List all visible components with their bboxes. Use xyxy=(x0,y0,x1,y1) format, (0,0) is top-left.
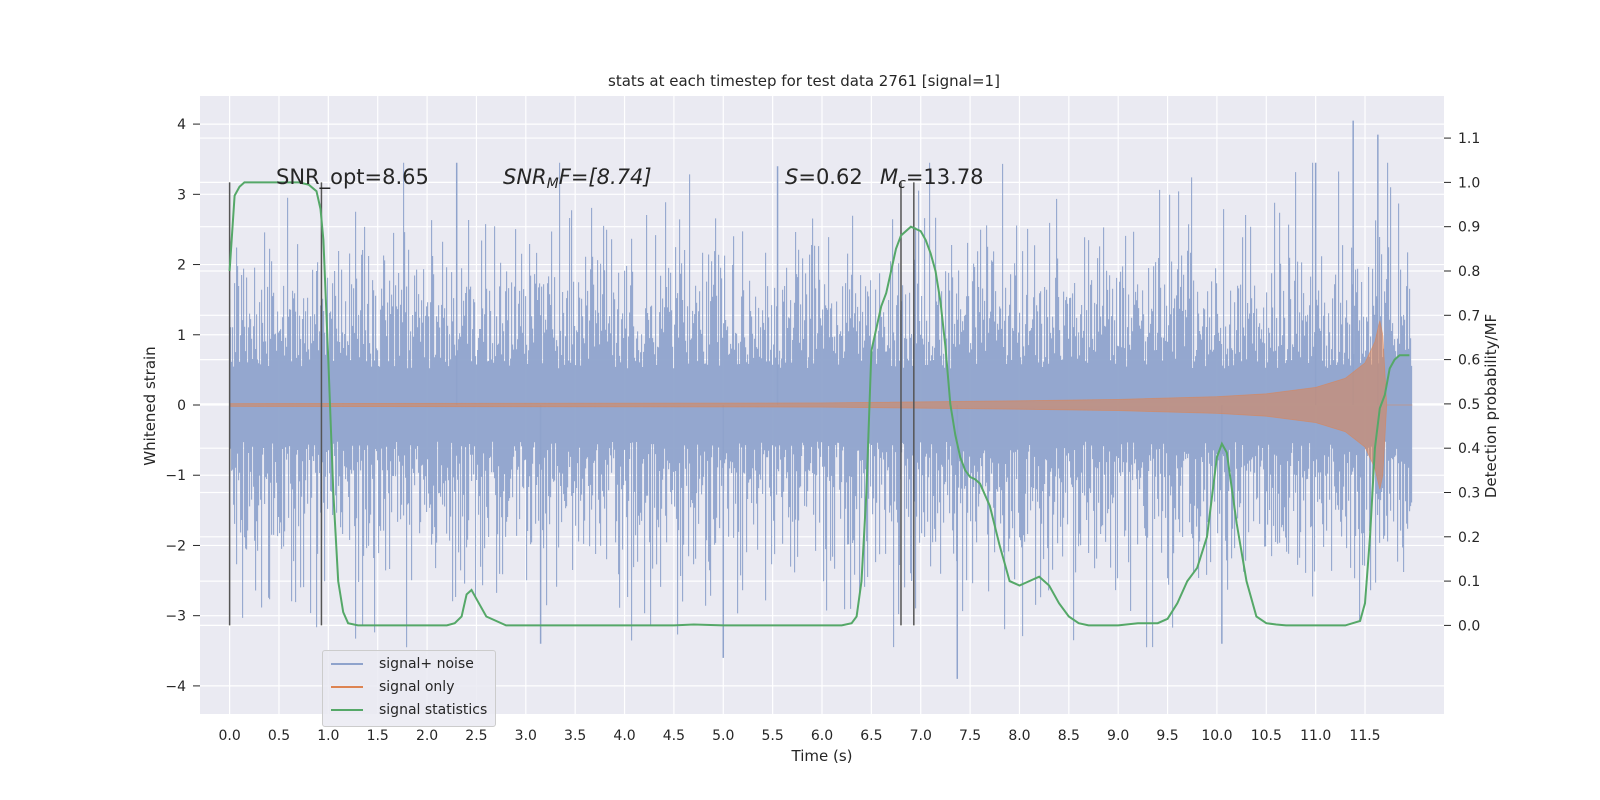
x-tick-label: 1.0 xyxy=(317,728,339,744)
annotation-s: S=0.62 xyxy=(785,165,863,189)
y2-tick-label: 0.2 xyxy=(1458,530,1480,546)
x-tick-label: 5.0 xyxy=(712,728,734,744)
x-tick-label: 6.5 xyxy=(860,728,882,744)
x-tick-label: 7.5 xyxy=(959,728,981,744)
y2-tick-label: 0.4 xyxy=(1458,441,1480,457)
annotation-mc-sub: c xyxy=(898,176,906,192)
annotation-snr-mf-f: F=[8.74] xyxy=(559,165,652,189)
signal-statistics-series xyxy=(228,181,1410,627)
legend-label-signal-only: signal only xyxy=(379,679,455,695)
annotation-snr-opt: SNR_opt=8.65 xyxy=(276,165,429,190)
signal-statistics-line xyxy=(228,181,1410,627)
legend-entry-signal-statistics: signal statistics xyxy=(331,699,487,721)
x-tick-label: 9.0 xyxy=(1107,728,1129,744)
legend-label-signal-statistics: signal statistics xyxy=(379,702,488,718)
x-tick-label: 3.0 xyxy=(515,728,537,744)
annotation-snr-mf-sub: M xyxy=(547,176,559,192)
y-tick-label: 2 xyxy=(177,258,186,274)
x-tick-label: 2.5 xyxy=(465,728,487,744)
y-tick-label: 0 xyxy=(177,398,186,414)
x-tick-label: 1.5 xyxy=(367,728,389,744)
y-axis-ticks: 4 3 2 1 0 −1 −2 −3 −4 xyxy=(165,117,200,695)
y2-tick-label: 0.9 xyxy=(1458,220,1480,236)
annotation-mc-symbol: M xyxy=(880,165,898,189)
y-tick-label: 1 xyxy=(177,328,186,344)
x-tick-label: 9.5 xyxy=(1156,728,1178,744)
y-tick-label: 4 xyxy=(177,117,186,133)
legend-label-signal-noise: signal+ noise xyxy=(379,656,474,672)
legend-swatch-signal-only xyxy=(331,686,363,688)
x-tick-label: 11.5 xyxy=(1349,728,1380,744)
signal-noise-series xyxy=(229,120,1413,679)
x-tick-label: 2.0 xyxy=(416,728,438,744)
x-tick-label: 0.5 xyxy=(268,728,290,744)
legend-entry-signal-noise: signal+ noise xyxy=(331,653,474,675)
x-tick-label: 5.5 xyxy=(762,728,784,744)
x-tick-label: 8.5 xyxy=(1058,728,1080,744)
x-tick-label: 10.0 xyxy=(1201,728,1232,744)
y-axis-label: Whitened strain xyxy=(141,346,159,465)
legend-entry-signal-only: signal only xyxy=(331,676,454,698)
legend-swatch-signal-statistics xyxy=(331,709,363,711)
annotation-snr-mf: SNRMF=[8.74] xyxy=(503,165,652,192)
y2-tick-label: 0.7 xyxy=(1458,308,1480,324)
signal-only-series xyxy=(229,320,1413,490)
y2-tick-label: 0.8 xyxy=(1458,264,1480,280)
x-tick-label: 4.5 xyxy=(663,728,685,744)
y2-tick-label: 0.3 xyxy=(1458,485,1480,501)
annotation-mc: Mc=13.78 xyxy=(880,165,984,192)
chart-title: stats at each timestep for test data 276… xyxy=(608,72,1000,90)
annotation-snr-mf-base: SNR xyxy=(503,165,547,189)
x-axis-ticks: 0.0 0.5 1.0 1.5 2.0 2.5 3.0 3.5 4.0 4.5 5.0 5.5 6.0 6… xyxy=(218,728,1380,744)
annotation-s-symbol: S xyxy=(785,165,798,189)
x-tick-label: 0.0 xyxy=(218,728,240,744)
x-tick-label: 7.0 xyxy=(910,728,932,744)
x-tick-label: 10.5 xyxy=(1251,728,1282,744)
y-tick-label: −4 xyxy=(165,679,186,695)
y2-axis-label: Detection probability/MF xyxy=(1482,314,1500,498)
x-tick-label: 11.0 xyxy=(1300,728,1331,744)
y-tick-label: −3 xyxy=(165,609,186,625)
legend: signal+ noise signal only signal statist… xyxy=(322,650,496,727)
annotation-mc-value: =13.78 xyxy=(906,165,984,189)
y-tick-label: −2 xyxy=(165,538,186,554)
signal-only-envelope xyxy=(229,320,1413,490)
y-tick-label: 3 xyxy=(177,187,186,203)
y-tick-label: −1 xyxy=(165,468,186,484)
legend-swatch-signal-noise xyxy=(331,663,363,665)
annotation-s-value: =0.62 xyxy=(798,165,862,189)
y2-tick-label: 0.6 xyxy=(1458,353,1480,369)
x-tick-label: 6.0 xyxy=(811,728,833,744)
x-tick-label: 3.5 xyxy=(564,728,586,744)
y2-tick-label: 0.0 xyxy=(1458,618,1480,634)
y2-tick-label: 1.0 xyxy=(1458,175,1480,191)
y2-axis-ticks: 1.1 1.0 0.9 0.8 0.7 0.6 0.5 0.4 0.3 0.2 0.1 0.0 xyxy=(1444,131,1480,634)
y2-tick-label: 1.1 xyxy=(1458,131,1480,147)
x-tick-label: 4.0 xyxy=(613,728,635,744)
y2-tick-label: 0.1 xyxy=(1458,574,1480,590)
y2-tick-label: 0.5 xyxy=(1458,397,1480,413)
x-tick-label: 8.0 xyxy=(1008,728,1030,744)
x-axis-label: Time (s) xyxy=(791,747,853,765)
